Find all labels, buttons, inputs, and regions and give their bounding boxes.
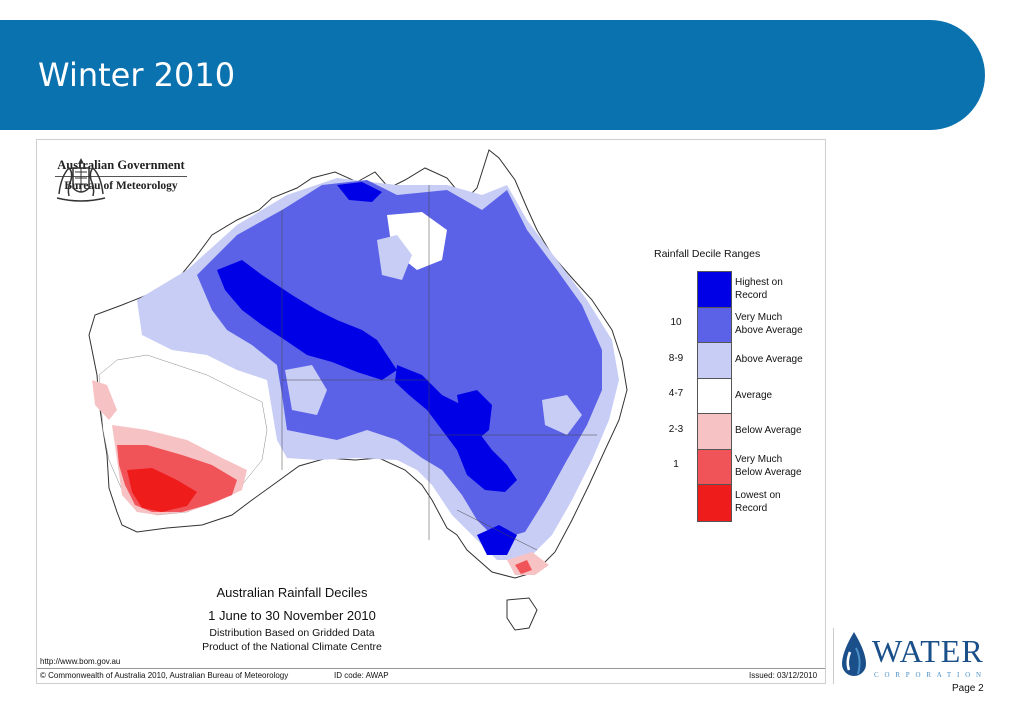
legend-range: 2-3: [668, 423, 684, 435]
legend-label-line: Average: [735, 389, 773, 401]
legend-range: 10: [670, 317, 682, 329]
lowest-record-southwest: [127, 468, 197, 512]
map-subtitle-1: Distribution Based on Gridded Data: [209, 627, 375, 639]
legend-swatch: [697, 306, 732, 344]
title-banner: [0, 20, 985, 130]
legend-title: Rainfall Decile Ranges: [654, 248, 761, 260]
water-drop-icon: [842, 632, 866, 676]
state-borders: [281, 185, 597, 551]
highest-record-north: [337, 182, 382, 202]
above-patch-west: [285, 365, 327, 415]
legend-swatch: [697, 342, 732, 380]
legend-swatch: [697, 377, 732, 415]
legend-label: Below Average: [735, 424, 825, 437]
brand-word: WATER: [872, 633, 984, 669]
government-rule: [55, 176, 187, 177]
legend-swatch: [697, 413, 732, 451]
legend-label-line: Very Much: [735, 454, 783, 466]
legend-swatch: [697, 271, 732, 309]
above-patch-north: [377, 235, 412, 280]
legend-label-line: Below Average: [735, 467, 802, 479]
highest-record-band-central: [395, 365, 517, 492]
legend-label: Average: [735, 389, 825, 402]
legend-label-line: Record: [735, 289, 768, 301]
footer-divider: [37, 668, 825, 669]
legend-label: Lowest on Record: [735, 489, 825, 515]
legend-label-line: Above Average: [735, 354, 803, 366]
map-title: Australian Rainfall Deciles: [216, 585, 368, 600]
highest-record-band-east: [457, 390, 492, 440]
legend-label: Very Much Above Average: [735, 311, 825, 337]
legend-label-line: Above Average: [735, 325, 803, 337]
page-number: Page 2: [952, 683, 984, 694]
legend-label: Highest on Record: [735, 276, 825, 302]
legend-label-line: Below Average: [735, 425, 802, 437]
highest-record-southeast: [477, 525, 517, 555]
legend-range: 1: [673, 459, 679, 471]
copyright: © Commonwealth of Australia 2010, Austra…: [40, 671, 289, 680]
highest-record-band-west: [217, 260, 397, 380]
slide-title: Winter 2010: [38, 56, 236, 94]
rainfall-map-figure: Australian Government Bureau of Meteorol…: [36, 139, 826, 684]
tasmania: [506, 597, 538, 631]
government-crest: Australian Government Bureau of Meteorol…: [51, 154, 191, 202]
bom-url[interactable]: http://www.bom.gov.au: [40, 657, 121, 666]
legend-label-line: Very Much: [735, 312, 783, 324]
very-much-below-victoria: [515, 560, 532, 574]
brand-sub: CORPORATION: [874, 671, 987, 679]
below-average-west-coast: [92, 380, 117, 420]
legend-swatch: [697, 448, 732, 486]
issued-date: Issued: 03/12/2010: [749, 671, 818, 680]
id-code: ID code: AWAP: [334, 671, 389, 680]
legend-label-line: Record: [735, 502, 768, 514]
map-period: 1 June to 30 November 2010: [208, 608, 376, 623]
legend-range: 4-7: [668, 388, 684, 400]
legend-label: Above Average: [735, 353, 825, 366]
australia-map: [88, 149, 628, 631]
legend-range: 8-9: [668, 352, 684, 364]
legend-label-line: Highest on: [735, 276, 783, 288]
map-subtitle-2: Product of the National Climate Centre: [202, 641, 382, 653]
above-patch-east: [542, 395, 582, 435]
nsw-vic-border: [456, 509, 538, 551]
legend-label: Very Much Below Average: [735, 453, 825, 479]
very-much-above-region: [197, 180, 602, 540]
coat-of-arms-icon: [56, 158, 106, 202]
water-corporation-logo: WATER CORPORATION: [833, 628, 989, 684]
legend-swatch: [697, 484, 732, 522]
legend-label-line: Lowest on: [735, 489, 781, 501]
